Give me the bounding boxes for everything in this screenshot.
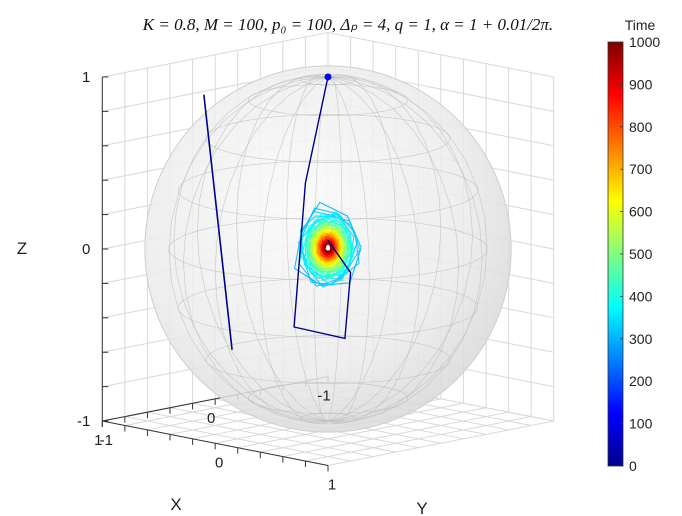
z-tick-label: -1 <box>77 413 90 430</box>
y-tick-label: 1 <box>328 476 336 493</box>
y-tick-label: -1 <box>100 432 113 449</box>
svg-text:K = 0.8, M = 100, p₀ = 100,: K = 0.8, M = 100, p₀ = 100, Δₚ = 4, q = … <box>142 15 553 34</box>
y-tick-label: 0 <box>215 454 223 471</box>
grid-line <box>305 416 532 462</box>
y-axis-label: Y <box>416 499 427 516</box>
spiral-loop <box>305 223 346 274</box>
colorbar-tick-label: 500 <box>629 246 653 262</box>
spiral-loop <box>324 243 332 252</box>
sphere-mesh-line <box>327 74 396 422</box>
z-axis-label: Z <box>17 239 27 258</box>
colorbar-tick-label: 1000 <box>629 34 660 50</box>
z-tick-label: 1 <box>82 69 90 86</box>
spiral-loop <box>300 213 354 278</box>
trajectory-plot <box>203 73 362 350</box>
spiral-loop <box>310 227 345 271</box>
grid-line <box>282 411 509 458</box>
grid-line <box>102 32 329 78</box>
sphere-surface <box>144 65 512 433</box>
colorbar-tick-label: 400 <box>629 288 653 304</box>
colorbar-title: Time <box>625 17 656 33</box>
spiral-loop <box>315 231 340 263</box>
spiral-loop <box>314 232 341 266</box>
start-point <box>324 73 332 81</box>
sphere-mesh-line <box>327 76 473 422</box>
sphere-mesh-line <box>236 74 329 422</box>
spiral-loop <box>304 218 349 277</box>
sphere-mesh-line <box>196 76 329 422</box>
sphere-mesh-line <box>214 76 329 423</box>
sphere-mesh-line <box>327 76 420 424</box>
grid-line <box>124 416 351 462</box>
spiral-loop <box>301 211 353 281</box>
early-trajectory <box>293 76 352 340</box>
sphere-mesh-line <box>327 75 442 422</box>
sphere-mesh-line <box>260 76 329 424</box>
sphere-mesh-line <box>327 76 370 425</box>
grid-line <box>327 32 554 78</box>
spiral-loop <box>322 240 335 257</box>
colorbar-ticks: 0 100 200 300 400 500 600 700 800 900 1000 <box>620 34 660 474</box>
colorbar-tick-label: 700 <box>629 161 653 177</box>
colorbar-tick-label: 300 <box>629 331 653 347</box>
spiral-loop <box>293 201 362 286</box>
sphere-mesh-line <box>183 76 329 422</box>
spiral-loop <box>313 229 343 269</box>
grid-line <box>327 420 554 466</box>
x-tick-label: 0 <box>207 410 215 427</box>
unit-sphere <box>144 65 512 433</box>
grid-line <box>260 407 487 453</box>
colorbar-tick-label: 200 <box>629 373 653 389</box>
colorbar-tick-label: 600 <box>629 204 653 220</box>
colorbar-tick-label: 900 <box>629 76 653 92</box>
tick-labels: -101-101-101 <box>77 69 336 494</box>
x-axis-label: X <box>170 495 181 514</box>
chart-title: K = 0.8, M = 100, p₀ = 100, Δₚ = 4, q = … <box>142 15 553 34</box>
z-tick-label: 0 <box>82 241 90 258</box>
grid-line <box>147 411 374 458</box>
colorbar-tick-label: 800 <box>629 119 653 135</box>
sphere-mesh-line <box>286 73 329 422</box>
spiral-loop <box>298 207 360 287</box>
sphere-mesh-line <box>173 76 329 422</box>
grid-line <box>169 407 396 453</box>
sphere-mesh-line <box>327 76 483 422</box>
x-tick-label: -1 <box>317 388 330 405</box>
x-tick-label: 1 <box>94 432 102 449</box>
sphere-mesh-line <box>327 76 460 422</box>
far-trajectory-line <box>203 94 233 350</box>
spiral-loop <box>318 237 338 261</box>
colorbar-tick-label: 100 <box>629 416 653 432</box>
colorbar-tick-label: 0 <box>629 458 637 474</box>
